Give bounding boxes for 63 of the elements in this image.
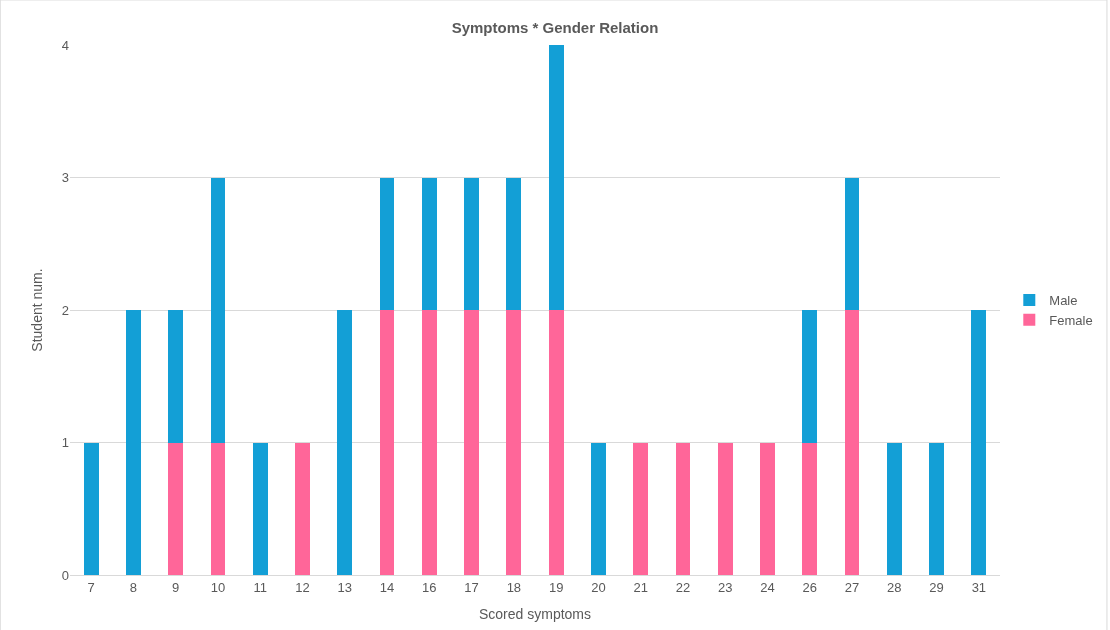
bar	[337, 310, 353, 575]
bar	[929, 442, 944, 575]
x-tick-label: 18	[506, 579, 522, 595]
y-tick-label: 1	[61, 435, 69, 451]
y-tick-label: 0	[61, 567, 69, 583]
legend-label: Female	[1049, 312, 1093, 328]
x-tick-label: 17	[464, 579, 479, 595]
y-tick-label: 3	[61, 170, 69, 186]
bar	[210, 442, 226, 575]
bar	[802, 310, 818, 443]
bar	[168, 442, 184, 575]
bar	[971, 310, 987, 575]
x-tick-label: 16	[422, 579, 437, 595]
bar	[379, 177, 395, 310]
bar	[421, 310, 437, 575]
x-tick-label: 27	[844, 579, 860, 595]
bar	[760, 442, 775, 575]
x-tick-label: 31	[971, 579, 987, 595]
x-tick-label: 9	[172, 579, 180, 595]
y-tick-label: 4	[61, 37, 69, 53]
x-tick-label: 22	[675, 579, 691, 595]
bar	[506, 310, 522, 575]
bar	[464, 177, 479, 310]
x-tick-label: 14	[379, 579, 395, 595]
bar	[379, 310, 395, 575]
x-tick-label: 29	[929, 579, 944, 595]
y-tick-label: 2	[61, 302, 69, 318]
bar	[83, 442, 99, 575]
chart-title: Symptoms * Gender Relation	[451, 18, 659, 36]
bar	[252, 442, 268, 575]
legend-label: Male	[1049, 293, 1078, 309]
bar	[464, 310, 479, 575]
x-tick-label: 8	[129, 579, 138, 595]
x-tick-label: 11	[253, 579, 267, 595]
x-tick-label: 20	[591, 579, 606, 595]
bar	[210, 177, 226, 443]
bar	[675, 442, 691, 575]
bar	[633, 442, 649, 575]
bar	[844, 310, 860, 575]
bar	[548, 310, 564, 575]
x-tick-label: 19	[548, 579, 564, 595]
x-tick-label: 28	[887, 579, 902, 595]
x-axis-title: Scored symptoms	[478, 605, 592, 622]
bar	[886, 442, 902, 575]
bar	[591, 442, 606, 575]
x-tick-label: 26	[802, 579, 817, 595]
x-tick-label: 24	[760, 579, 775, 595]
bar	[506, 177, 522, 310]
bar	[548, 45, 564, 310]
bar	[717, 442, 733, 575]
bar	[126, 310, 141, 575]
bar	[802, 442, 818, 575]
x-tick-label: 23	[718, 579, 733, 595]
x-tick-label: 13	[337, 579, 352, 595]
bar	[168, 310, 184, 443]
bar	[844, 177, 860, 310]
y-axis-title: Student num.	[29, 268, 46, 352]
x-tick-label: 10	[210, 579, 226, 595]
x-tick-label: 21	[633, 579, 648, 595]
bar	[421, 177, 437, 310]
bar	[295, 442, 310, 575]
x-tick-label: 12	[295, 579, 310, 595]
x-tick-label: 7	[87, 579, 95, 595]
